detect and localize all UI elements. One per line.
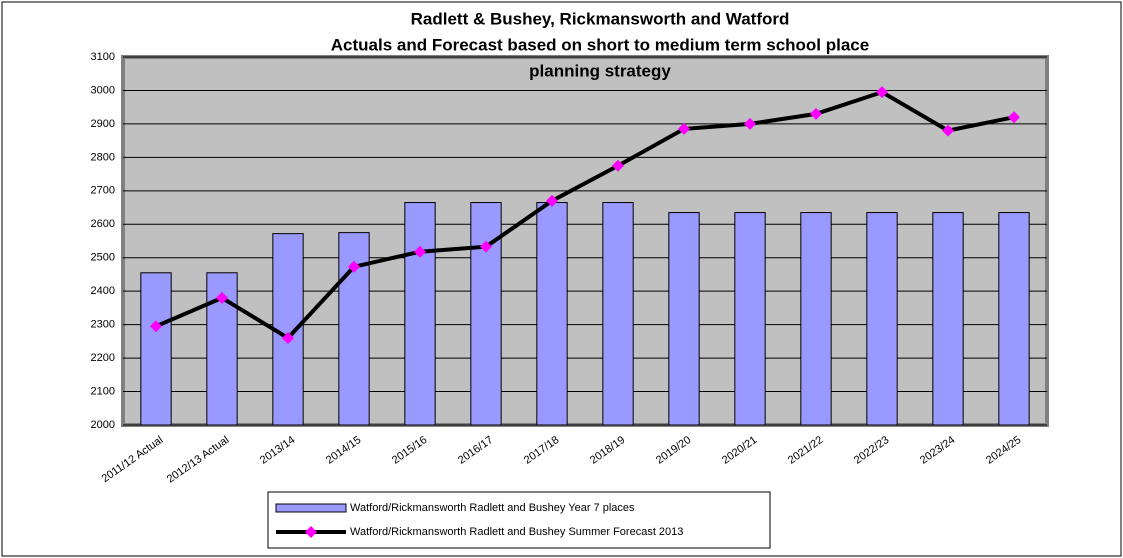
marker xyxy=(480,240,492,253)
y-tick-label: 2600 xyxy=(91,218,115,230)
y-tick-label: 2100 xyxy=(91,385,115,397)
marker xyxy=(876,86,888,99)
bar xyxy=(404,202,436,426)
legend-label: Watford/Rickmansworth Radlett and Bushey… xyxy=(350,502,635,514)
marker xyxy=(216,291,228,304)
y-tick-label: 2000 xyxy=(91,419,115,431)
marker xyxy=(546,194,558,207)
legend-marker xyxy=(305,526,317,538)
bar xyxy=(866,212,898,426)
marker xyxy=(150,320,162,333)
line xyxy=(155,89,1015,341)
y-tick-label: 2200 xyxy=(91,352,115,364)
marker xyxy=(612,159,624,172)
y-tick-label: 3000 xyxy=(91,84,115,96)
legend-swatch xyxy=(275,503,347,513)
bar xyxy=(932,212,964,426)
marker xyxy=(348,260,360,273)
bar xyxy=(140,272,172,426)
bar xyxy=(998,212,1030,426)
plot-area xyxy=(121,55,1049,427)
bar xyxy=(470,202,502,426)
bar xyxy=(668,212,700,426)
chart-title: planning strategy xyxy=(529,61,671,80)
chart-title: Radlett & Bushey, Rickmansworth and Watf… xyxy=(411,9,790,28)
y-tick-label: 2400 xyxy=(91,285,115,297)
marker xyxy=(678,122,690,135)
marker xyxy=(1008,111,1020,124)
bar xyxy=(536,202,568,426)
marker xyxy=(414,245,426,258)
legend-label: Watford/Rickmansworth Radlett and Bushey… xyxy=(350,526,683,538)
chart-title: Actuals and Forecast based on short to m… xyxy=(331,35,869,54)
marker xyxy=(810,107,822,120)
y-tick-label: 2900 xyxy=(91,118,115,130)
bar xyxy=(602,202,634,426)
y-tick-label: 2800 xyxy=(91,151,115,163)
y-tick-label: 2500 xyxy=(91,252,115,264)
bar xyxy=(734,212,766,426)
bar xyxy=(800,212,832,426)
legend xyxy=(267,491,771,549)
marker xyxy=(744,117,756,130)
y-tick-label: 2300 xyxy=(91,319,115,331)
y-tick-label: 2700 xyxy=(91,185,115,197)
y-tick-label: 3100 xyxy=(91,51,115,63)
marker xyxy=(942,124,954,137)
marker xyxy=(282,332,294,345)
